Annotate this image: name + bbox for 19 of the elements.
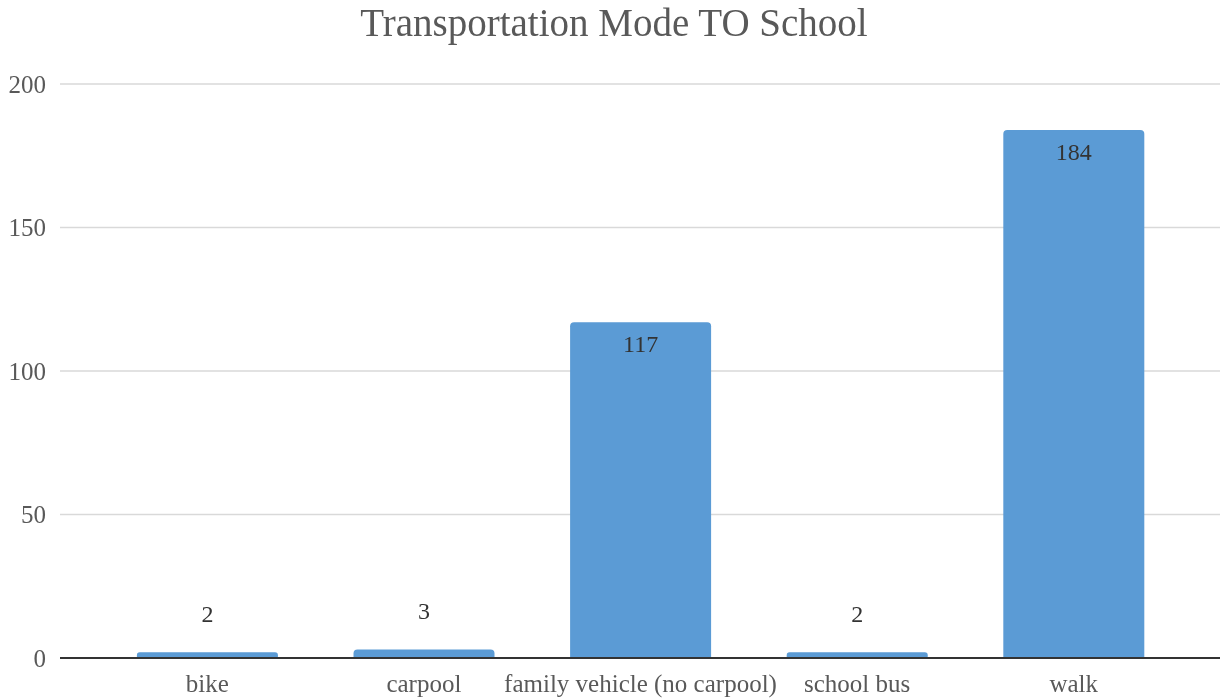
- x-tick-label: walk: [1049, 669, 1099, 697]
- y-tick-label: 0: [33, 644, 46, 672]
- data-label: 184: [1055, 138, 1092, 165]
- x-tick-label: school bus: [803, 669, 911, 697]
- bar: [353, 649, 495, 658]
- data-label: 3: [418, 598, 431, 625]
- x-tick-label: bike: [185, 669, 229, 697]
- y-tick-label: 150: [8, 214, 46, 242]
- x-tick-label: family vehicle (no carpool): [504, 669, 777, 698]
- bar: [1003, 129, 1145, 658]
- data-label: 117: [623, 331, 659, 358]
- chart-title: Transportation Mode TO School: [359, 0, 869, 45]
- data-label: 2: [201, 601, 214, 628]
- y-tick-label: 100: [8, 357, 46, 385]
- bar: [570, 322, 712, 658]
- x-tick-label: carpool: [386, 669, 462, 697]
- y-tick-label: 200: [8, 70, 46, 98]
- data-label: 2: [851, 601, 864, 628]
- y-tick-label: 50: [21, 501, 46, 529]
